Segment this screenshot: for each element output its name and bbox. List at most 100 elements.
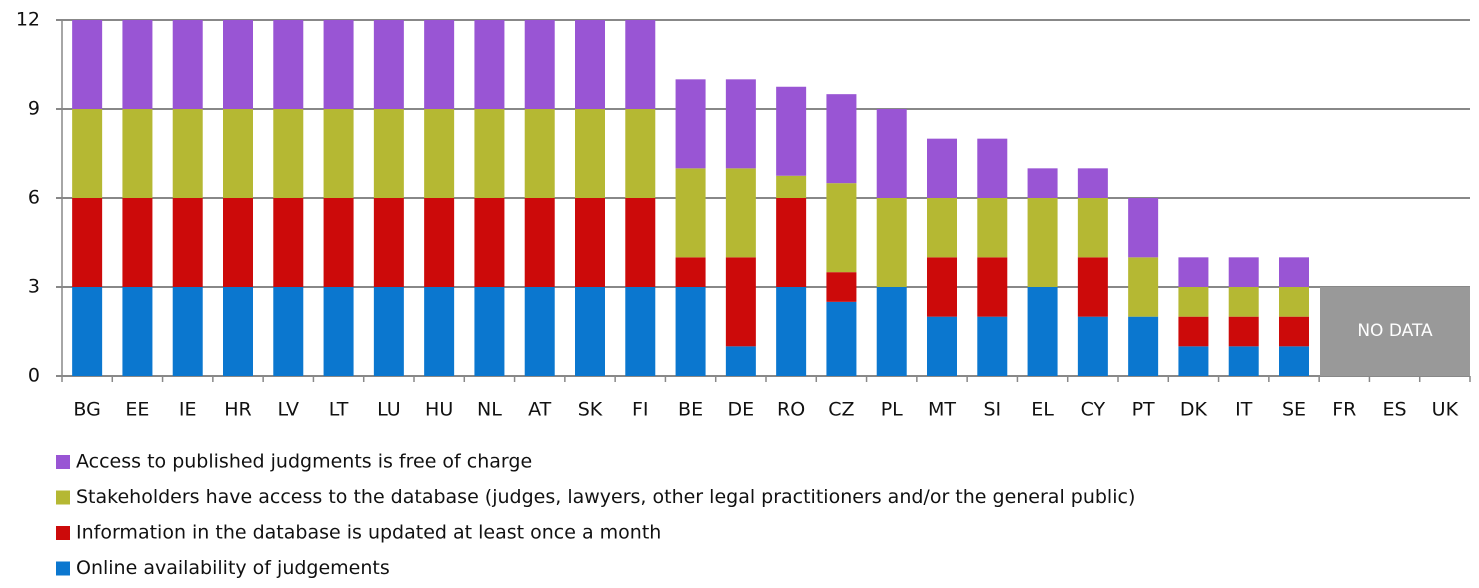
y-tick-label: 0 [28,365,40,387]
y-tick-label: 3 [28,276,40,298]
bar-segment [1178,287,1209,317]
bar-segment [575,287,605,376]
legend-swatch [56,561,70,576]
bar-segment [223,287,253,376]
x-tick-label: CY [1081,399,1106,421]
bar-segment [675,168,706,258]
bar-segment [122,198,153,287]
bar-segment [373,20,404,109]
bar-segment [474,198,505,287]
x-tick-label: SE [1282,399,1306,421]
bar-segment [776,86,807,176]
x-tick-label: NL [477,399,502,421]
bar-segment [1027,198,1058,287]
x-tick-label: HR [224,399,252,421]
x-tick-label: DK [1180,399,1208,421]
y-tick-label: 9 [28,98,40,120]
bar-segment [122,20,153,109]
bar-segment [172,198,203,287]
legend-label: Online availability of judgements [76,557,390,579]
bar-segment [1279,346,1309,376]
bar-segment [876,198,907,287]
bar-segment [977,316,1008,376]
bar-segment [323,287,354,376]
bar-segment [776,175,807,198]
bar-segment [474,109,505,198]
bar-segment [323,109,354,198]
bar-segment [122,287,153,376]
x-tick-label: FR [1332,399,1356,421]
bar-segment [625,198,656,287]
x-tick-label: HU [425,399,453,421]
bar-segment [776,287,807,376]
bar-segment [424,287,455,376]
x-tick-label: LU [377,399,401,421]
bar-segment [575,20,605,109]
bar-segment [675,79,706,169]
bar-segment [1077,316,1108,376]
bar-segment [1178,346,1209,376]
bar-segment [1077,198,1108,258]
x-tick-label: LT [329,399,349,421]
x-tick-label: UK [1432,399,1459,421]
bar-segment [1228,316,1259,347]
bar-segment [675,257,706,287]
x-tick-label: BE [678,399,703,421]
bar-segment [1027,168,1058,198]
bar-segment [273,109,304,198]
bar-segment [1128,316,1159,376]
bar-segment [1128,198,1159,258]
bar-segment [1077,257,1108,317]
bar-segment [72,109,103,198]
x-tick-label: BG [73,399,100,421]
x-tick-label: RO [777,399,805,421]
bar-segment [373,198,404,287]
no-data-box [1320,287,1470,376]
bar-segment [474,287,505,376]
bar-segment [927,316,957,376]
bar-segment [172,20,203,109]
bar-segment [424,198,455,287]
bar-segment [725,168,756,258]
x-tick-label: AT [528,399,552,421]
bar-segment [373,109,404,198]
bar-segment [524,287,555,376]
bar-segment [1228,346,1259,376]
bar-segment [1128,257,1159,317]
bar-segment [575,198,605,287]
bar-segment [725,79,756,169]
legend-label: Access to published judgments is free of… [76,451,532,473]
bar-segment [323,198,354,287]
x-tick-label: LV [278,399,300,421]
x-tick-label: CZ [828,399,854,421]
y-tick-label: 6 [28,187,40,209]
bar-segment [826,183,857,273]
bar-segment [524,20,555,109]
bar-segment [1228,257,1259,287]
bar-segment [826,272,857,302]
bar-segment [273,20,304,109]
legend-swatch [56,490,70,505]
bar-segment [72,287,103,376]
bar-segment [1279,316,1309,347]
bar-segment [172,109,203,198]
bar-segment [876,287,907,376]
bar-segment [826,301,857,376]
bar-segment [524,198,555,287]
bar-segment [826,94,857,184]
bar-segment [625,109,656,198]
x-tick-label: ES [1383,399,1407,421]
bar-segment [625,20,656,109]
legend-label: Stakeholders have access to the database… [76,486,1135,508]
bar-segment [725,346,756,376]
bar-segment [273,198,304,287]
x-tick-label: IE [179,399,197,421]
bar-segment [977,138,1008,198]
bar-segment [725,257,756,347]
y-tick-label: 12 [16,9,40,31]
bar-segment [223,109,253,198]
bar-segment [72,198,103,287]
x-tick-label: PT [1132,399,1155,421]
bar-segment [1279,257,1309,287]
